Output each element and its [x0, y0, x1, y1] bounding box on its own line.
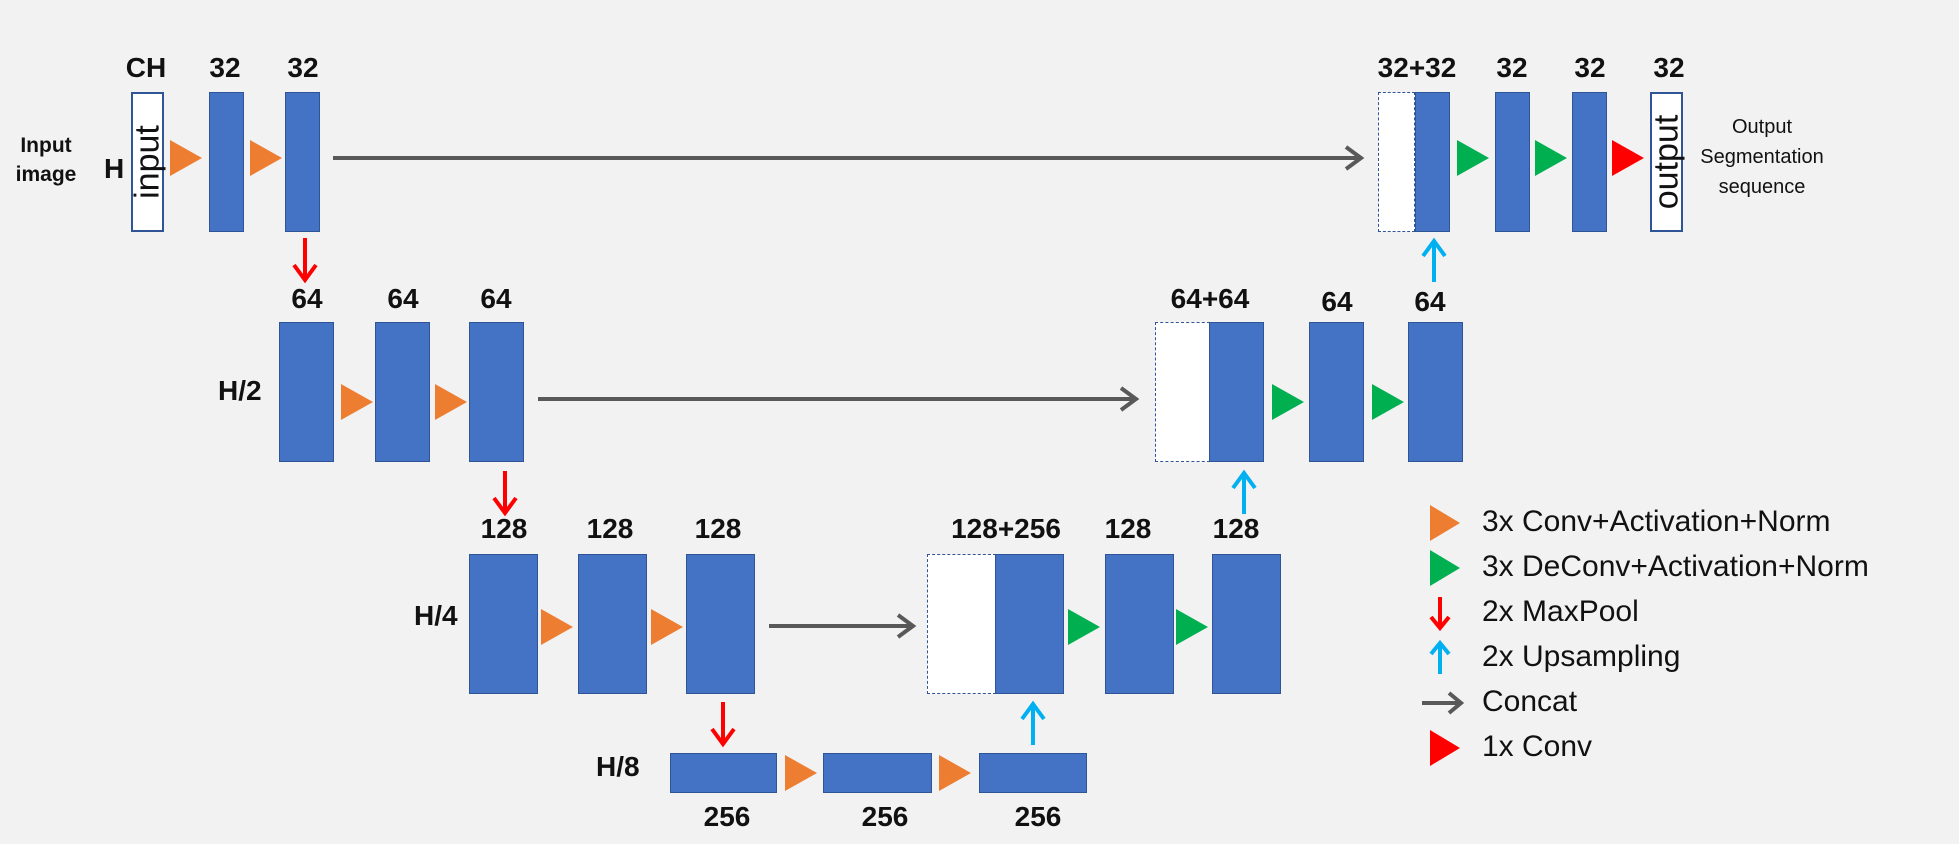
feature-block — [1495, 92, 1530, 232]
channel-label: 128 — [586, 513, 634, 544]
feature-block — [578, 554, 647, 694]
channel-label: 128 — [480, 513, 528, 544]
feature-block — [469, 322, 524, 462]
maxpool-arrow-icon — [292, 238, 318, 284]
feature-block — [686, 554, 755, 694]
legend-text: Concat — [1482, 685, 1578, 718]
feature-block — [209, 92, 244, 232]
channel-label: 64 — [1321, 286, 1353, 317]
red-down-arrow-icon — [1429, 597, 1451, 632]
output-block: output — [1647, 92, 1685, 232]
conv-arrow-icon — [435, 384, 467, 420]
conv-arrow-icon — [170, 140, 202, 176]
deconv-arrow-icon — [1372, 384, 1404, 420]
conv-arrow-icon — [250, 140, 282, 176]
deconv-arrow-icon — [1272, 384, 1304, 420]
row-label-h8: H/8 — [596, 751, 640, 782]
feature-block — [1572, 92, 1607, 232]
legend-text: 3x Conv+Activation+Norm — [1482, 505, 1831, 538]
channel-label-ch: CH — [125, 52, 167, 83]
conv-arrow-icon — [541, 609, 573, 645]
concat-arrow-icon — [769, 613, 917, 639]
channel-label: 32 — [1574, 52, 1606, 83]
feature-block — [995, 554, 1064, 694]
upsampling-arrow-icon — [1231, 469, 1257, 514]
feature-block — [1212, 554, 1281, 694]
concat-skip-block — [1378, 92, 1415, 232]
channel-label: 32 — [287, 52, 319, 83]
deconv-arrow-icon — [1068, 609, 1100, 645]
legend-text: 2x MaxPool — [1482, 595, 1639, 628]
deconv-arrow-icon — [1457, 140, 1489, 176]
orange-triangle-icon — [1430, 505, 1460, 541]
row-label-h: H — [104, 153, 125, 184]
feature-block — [1105, 554, 1174, 694]
concat-skip-block — [1155, 322, 1210, 462]
gray-right-arrow-icon — [1422, 691, 1464, 715]
row-label-h4: H/4 — [414, 600, 458, 631]
feature-block — [1408, 322, 1463, 462]
channel-label: 32 — [1496, 52, 1528, 83]
channel-label: 256 — [703, 801, 751, 832]
feature-block — [1415, 92, 1450, 232]
legend-text: 3x DeConv+Activation+Norm — [1482, 550, 1869, 583]
conv-arrow-icon — [651, 609, 683, 645]
legend-text: 1x Conv — [1482, 730, 1593, 763]
channel-label: 128+256 — [951, 513, 1061, 544]
feature-block — [1309, 322, 1364, 462]
output-caption: Output Segmentation sequence — [1700, 116, 1824, 198]
conv-arrow-icon — [785, 755, 817, 791]
conv-arrow-icon — [939, 755, 971, 791]
deconv-arrow-icon — [1176, 609, 1208, 645]
channel-label: 128 — [1212, 513, 1260, 544]
row-label-h2: H/2 — [218, 375, 262, 406]
channel-label: 64 — [291, 283, 323, 314]
deconv-arrow-icon — [1535, 140, 1567, 176]
blue-up-arrow-icon — [1429, 639, 1451, 674]
feature-block — [279, 322, 334, 462]
channel-label: 64 — [387, 283, 419, 314]
bottleneck-block — [823, 753, 932, 793]
channel-label: 64+64 — [1170, 283, 1250, 314]
maxpool-arrow-icon — [492, 471, 518, 517]
green-triangle-icon — [1430, 550, 1460, 586]
concat-arrow-icon — [538, 386, 1140, 412]
input-image-label: Input image — [15, 134, 77, 186]
feature-block — [375, 322, 430, 462]
legend-text: 2x Upsampling — [1482, 640, 1681, 673]
upsampling-arrow-icon — [1020, 700, 1046, 745]
channel-label: 256 — [861, 801, 909, 832]
bottleneck-block — [979, 753, 1087, 793]
channel-label: 32 — [1653, 52, 1685, 83]
channel-label: 256 — [1014, 801, 1062, 832]
upsampling-arrow-icon — [1421, 237, 1447, 282]
channel-label: 64 — [480, 283, 512, 314]
bottleneck-block — [670, 753, 777, 793]
channel-label: 64 — [1414, 286, 1446, 317]
input-block: input — [128, 92, 166, 232]
feature-block — [1209, 322, 1264, 462]
channel-label: 128 — [1104, 513, 1152, 544]
conv-arrow-icon — [341, 384, 373, 420]
channel-label: 32+32 — [1377, 52, 1457, 83]
concat-arrow-icon — [333, 145, 1365, 171]
channel-label: 128 — [694, 513, 742, 544]
final-conv-arrow-icon — [1612, 140, 1644, 176]
feature-block — [469, 554, 538, 694]
maxpool-arrow-icon — [710, 702, 736, 748]
channel-label: 32 — [209, 52, 241, 83]
red-triangle-icon — [1430, 730, 1460, 766]
feature-block — [285, 92, 320, 232]
